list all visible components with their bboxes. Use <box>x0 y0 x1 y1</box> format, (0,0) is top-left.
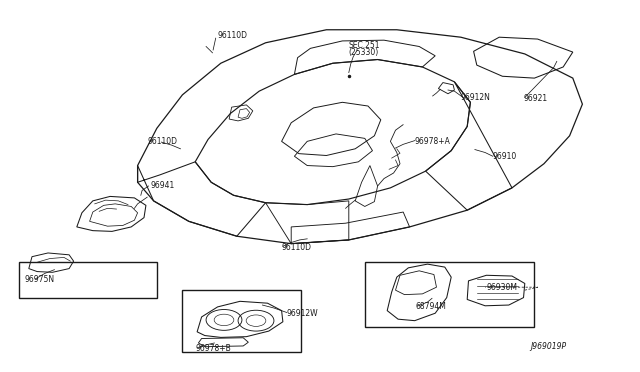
Text: 96910: 96910 <box>493 153 517 161</box>
Text: SEC.251: SEC.251 <box>349 41 380 50</box>
Text: 96110D: 96110D <box>218 31 248 40</box>
Text: 96975N: 96975N <box>24 275 54 284</box>
Text: 96110D: 96110D <box>147 137 177 146</box>
Bar <box>365 262 534 327</box>
Text: 68794M: 68794M <box>416 302 447 311</box>
Text: 96912N: 96912N <box>461 93 491 102</box>
Text: 96110D: 96110D <box>282 243 312 252</box>
Text: 96978+A: 96978+A <box>415 137 451 146</box>
Text: 96941: 96941 <box>150 182 175 190</box>
Bar <box>19 262 157 298</box>
Text: 96930M: 96930M <box>486 283 517 292</box>
Text: 96912W: 96912W <box>287 309 318 318</box>
Text: 96921: 96921 <box>524 94 548 103</box>
Text: J969019P: J969019P <box>530 342 566 351</box>
Text: 96978+B: 96978+B <box>195 344 231 353</box>
Text: (25330): (25330) <box>349 48 379 57</box>
Bar <box>182 290 301 352</box>
